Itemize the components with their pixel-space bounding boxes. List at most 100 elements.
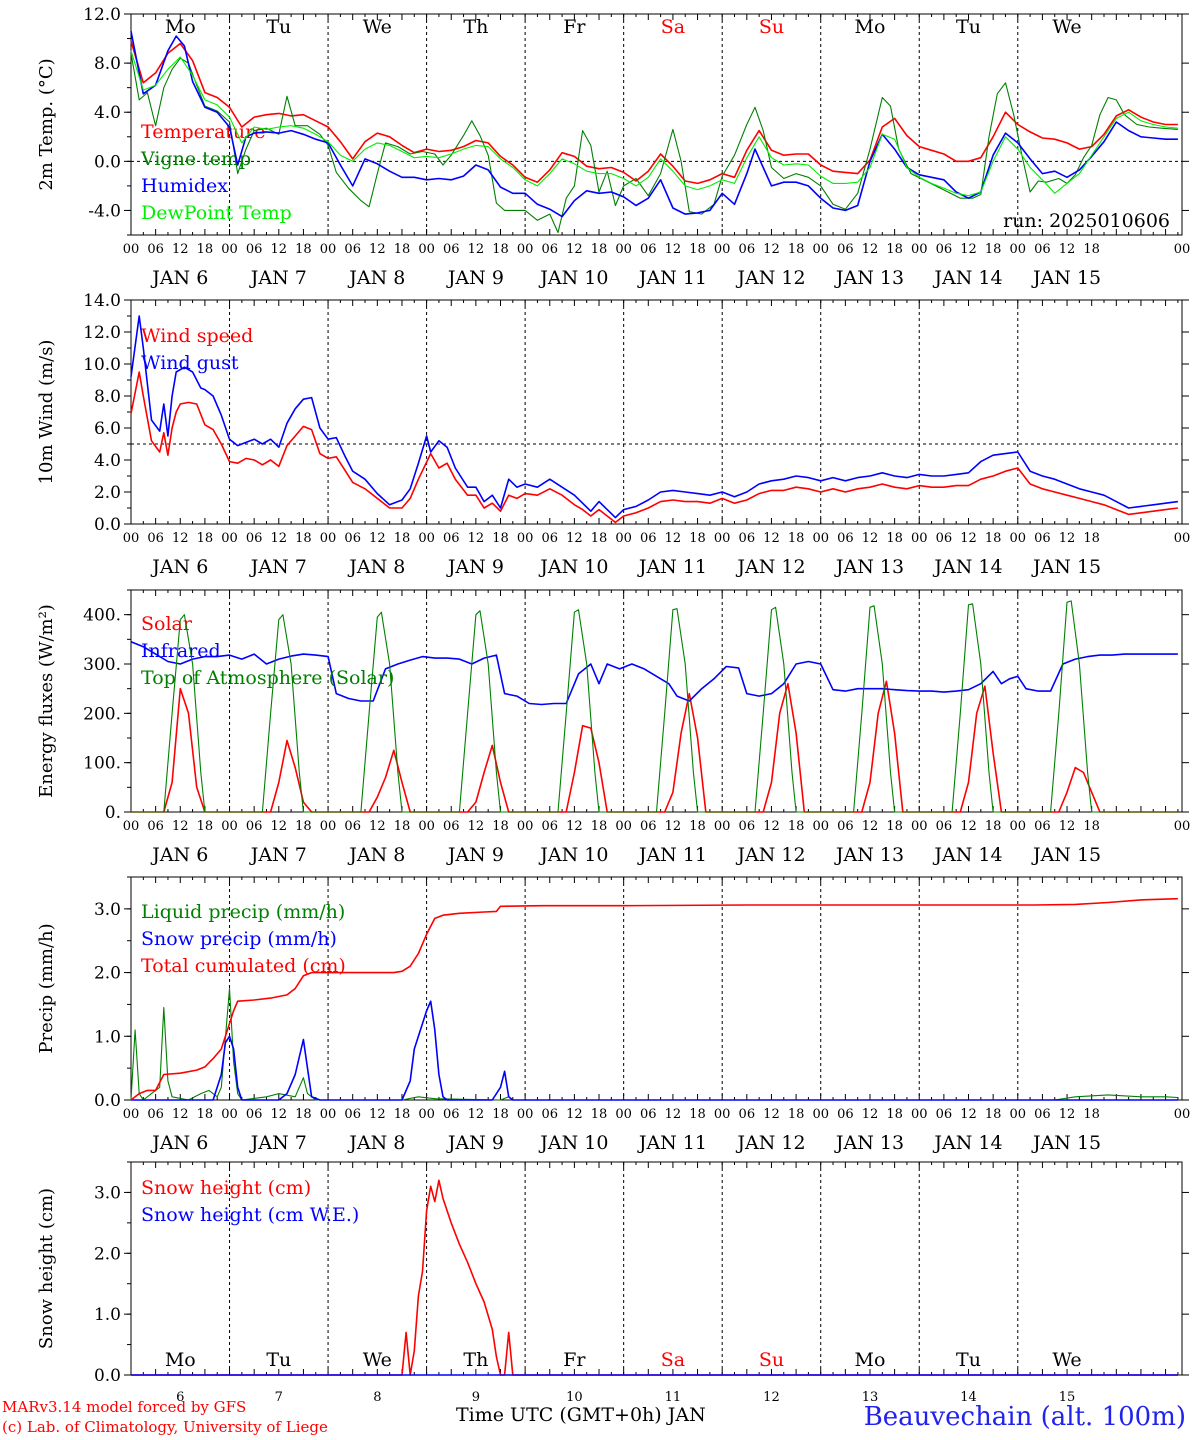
x-hour-label: 12 [468, 819, 485, 834]
x-date-label: JAN 7 [249, 844, 307, 866]
x-hour-label: 12 [369, 819, 386, 834]
x-hour-label: 06 [147, 531, 164, 546]
x-hour-label: 06 [246, 1107, 263, 1122]
x-date-label: JAN 14 [932, 1132, 1002, 1154]
x-hour-label: 00 [221, 242, 238, 257]
x-hour-label: 12 [960, 531, 977, 546]
x-hour-label: 00 [615, 819, 632, 834]
x-hour-label: 18 [788, 1107, 805, 1122]
x-date-label: JAN 9 [446, 1132, 504, 1154]
x-hour-label: 06 [837, 531, 854, 546]
y-tick-label: 0.0 [94, 152, 121, 172]
x-date-label: JAN 11 [637, 556, 707, 578]
x-date-label: JAN 8 [347, 556, 405, 578]
x-hour-label: 06 [344, 1107, 361, 1122]
y-tick-label: 300. [83, 655, 121, 675]
x-hour-label: 12 [271, 242, 288, 257]
y-tick-label: 400. [83, 606, 121, 626]
day-number-label: 13 [862, 1390, 879, 1405]
x-hour-label: 12 [1059, 531, 1076, 546]
x-hour-label: 00 [517, 242, 534, 257]
series-line-dewpoint-temp [130, 50, 1178, 197]
x-hour-label: 18 [788, 531, 805, 546]
x-hour-label: 18 [492, 242, 509, 257]
x-hour-label: 00 [320, 1107, 337, 1122]
series-line-liquid-precip-mm-h- [130, 987, 1178, 1101]
x-hour-label: 06 [147, 1107, 164, 1122]
x-hour-label: 18 [985, 819, 1002, 834]
x-hour-label: 12 [763, 1107, 780, 1122]
series-line-top-of-atmosphere-solar- [131, 600, 1178, 813]
x-hour-label: 18 [295, 242, 312, 257]
x-axis-title: Time UTC (GMT+0h) JAN [456, 1404, 706, 1426]
x-hour-label: 06 [541, 819, 558, 834]
x-hour-label: 00 [812, 819, 829, 834]
panel-5: 0.0 1.0 2.0 3.0 Snow height (cm) Mo Tu We Th Fr Sa… [36, 1161, 1189, 1405]
day-number-label: 6 [176, 1390, 184, 1405]
x-hour-label: 18 [886, 531, 903, 546]
x-hour-label: 00 [812, 531, 829, 546]
x-hour-label: 18 [295, 531, 312, 546]
x-hour-label: 18 [985, 531, 1002, 546]
x-hour-label: 00 [123, 819, 140, 834]
x-date-label: JAN 15 [1031, 1132, 1101, 1154]
x-date-label: JAN 10 [538, 267, 608, 289]
series-line-wind-speed [130, 371, 1179, 524]
x-date-label: JAN 6 [150, 1132, 208, 1154]
x-hour-label: 00 [615, 531, 632, 546]
x-hour-label: 00 [812, 242, 829, 257]
x-hour-label: 00 [911, 819, 928, 834]
y-axis-label: 10m Wind (m/s) [36, 340, 57, 485]
model-credit: MARv3.14 model forced by GFS [2, 1398, 247, 1416]
x-hour-label: 18 [689, 1107, 706, 1122]
legend-entry: Vigne temp [140, 148, 251, 170]
x-hour-label: 06 [541, 242, 558, 257]
x-hour-label: 06 [739, 242, 756, 257]
x-hour-label: 06 [344, 242, 361, 257]
x-date-label: JAN 9 [446, 267, 504, 289]
x-hour-label: 12 [566, 531, 583, 546]
legend-entry: Snow precip (mm/h) [141, 928, 337, 950]
x-hour-label: 00 [123, 531, 140, 546]
x-hour-label: 00 [615, 242, 632, 257]
weekday-label: Tu [956, 16, 981, 38]
x-hour-label: 12 [172, 531, 189, 546]
x-hour-label: 06 [837, 819, 854, 834]
x-hour-label: 00 [1174, 819, 1191, 834]
y-tick-label: 14.0 [83, 291, 121, 311]
series-line-solar [131, 680, 1178, 813]
day-number-label: 14 [960, 1390, 977, 1405]
x-hour-label: 12 [566, 1107, 583, 1122]
y-tick-label: 2.0 [94, 964, 121, 984]
x-hour-label: 12 [271, 531, 288, 546]
x-hour-label: 12 [960, 819, 977, 834]
weekday-label: Sa [661, 1349, 685, 1371]
plot-frame [130, 589, 1183, 813]
x-hour-label: 18 [492, 1107, 509, 1122]
weekday-label: We [363, 1349, 392, 1371]
x-hour-label: 06 [443, 242, 460, 257]
x-hour-label: 06 [739, 819, 756, 834]
x-hour-label: 12 [1059, 819, 1076, 834]
x-hour-label: 00 [221, 531, 238, 546]
x-hour-label: 00 [123, 242, 140, 257]
x-hour-label: 12 [665, 819, 682, 834]
panel-2: 0.0 2.0 4.0 6.0 8.0 10.0 12.0 14.0 10m Wind (m/s… [36, 291, 1190, 578]
series-line-wind-gust [130, 315, 1179, 519]
x-hour-label: 12 [566, 819, 583, 834]
run-annotation: run: 2025010606 [1003, 210, 1170, 232]
x-hour-label: 06 [640, 531, 657, 546]
x-date-label: JAN 10 [538, 844, 608, 866]
x-hour-label: 06 [443, 1107, 460, 1122]
x-hour-label: 18 [197, 242, 214, 257]
x-date-label: JAN 13 [834, 556, 904, 578]
x-hour-label: 18 [394, 819, 411, 834]
x-hour-label: 18 [788, 819, 805, 834]
x-date-label: JAN 12 [735, 556, 805, 578]
weekday-label: Mo [855, 16, 886, 38]
x-hour-label: 18 [591, 1107, 608, 1122]
plot-frame [130, 13, 1183, 236]
weekday-label: We [1052, 1349, 1081, 1371]
x-hour-label: 06 [640, 819, 657, 834]
